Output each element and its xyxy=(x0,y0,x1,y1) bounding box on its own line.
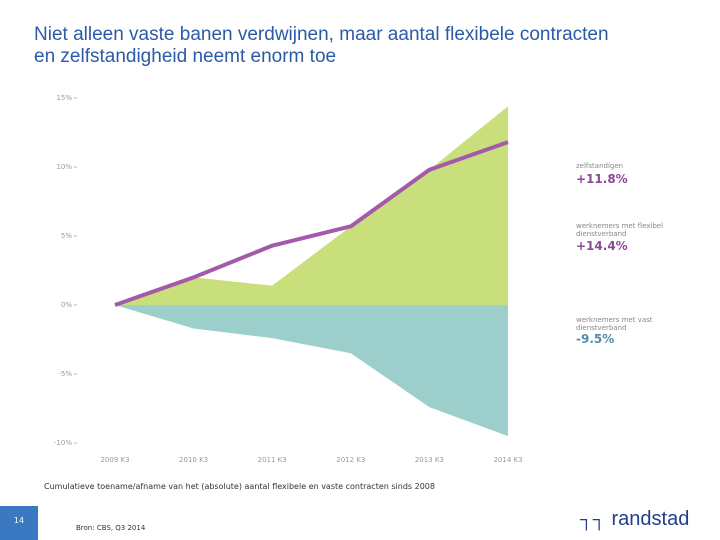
caption: Cumulatieve toename/afname van het (abso… xyxy=(44,482,435,491)
y-tick-label: 15% xyxy=(56,94,72,102)
legend-label: werknemers met flexibel dienstverband xyxy=(576,222,664,238)
logo-text: randstad xyxy=(611,508,690,530)
area xyxy=(115,106,508,305)
legend-value: -9.5% xyxy=(576,332,615,346)
area xyxy=(115,305,508,437)
x-tick-label: 2014 K3 xyxy=(493,456,522,464)
page-number: 14 xyxy=(0,506,38,540)
legend-value: +14.4% xyxy=(576,239,628,253)
x-tick-label: 2012 K3 xyxy=(336,456,365,464)
x-tick-label: 2009 K3 xyxy=(100,456,129,464)
logo-mark: ┐┐ xyxy=(580,509,606,529)
y-tick-label: 5% xyxy=(61,232,72,240)
source: Bron: CBS, Q3 2014 xyxy=(76,524,146,532)
line xyxy=(114,140,509,307)
x-tick-label: 2010 K3 xyxy=(179,456,208,464)
legend-label: werknemers met vast dienstverband xyxy=(576,316,653,332)
legend-label: zelfstandigen xyxy=(576,162,624,170)
chart: -10% -5% 0% 5% 10% 15% 2009 K3 2010 K3 2011 K3 20… xyxy=(54,94,523,464)
y-tick-label: 0% xyxy=(61,301,72,309)
y-tick-label: -10% xyxy=(54,439,72,447)
slide-title: Niet alleen vaste banen verdwijnen, maar… xyxy=(34,24,609,67)
x-tick-label: 2011 K3 xyxy=(258,456,287,464)
legend-value: +11.8% xyxy=(576,172,628,186)
y-tick-label: -5% xyxy=(58,370,72,378)
logo: ┐┐ randstad xyxy=(580,508,689,531)
y-tick-label: 10% xyxy=(56,163,72,171)
x-tick-label: 2013 K3 xyxy=(415,456,444,464)
